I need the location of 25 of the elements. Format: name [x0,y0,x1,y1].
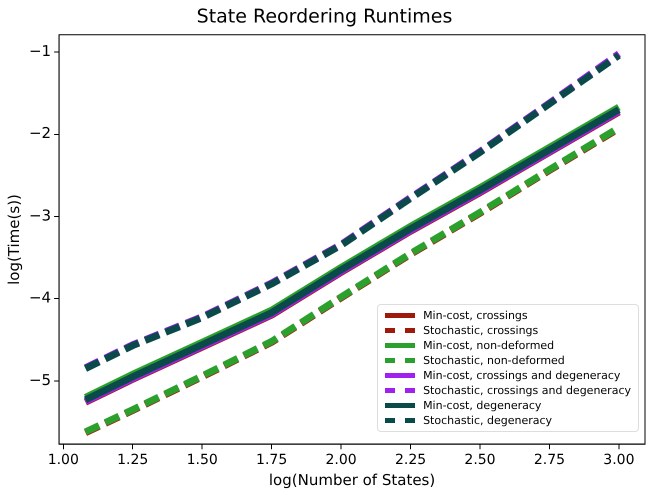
legend-label: Min-cost, non-deformed [423,339,554,352]
x-axis-title: log(Number of States) [268,470,436,489]
x-tick-label: 2.25 [394,452,426,468]
x-tick-label: 3.00 [603,452,634,468]
legend-label: Stochastic, crossings [423,324,538,337]
y-axis-title: log(Time(s)) [4,194,23,285]
x-tick-label: 2.75 [534,452,566,468]
x-tick-label: 2.50 [464,452,496,468]
y-tick-label: −3 [28,206,52,224]
y-tick-label: −2 [28,124,52,142]
legend-label: Stochastic, crossings and degeneracy [423,384,631,397]
x-tick-label: 1.75 [256,452,288,468]
x-tick-label: 1.00 [48,452,79,468]
legend-label: Min-cost, degeneracy [423,399,542,412]
y-tick-label: −1 [28,42,52,60]
y-tick-label: −5 [28,370,52,389]
legend-label: Min-cost, crossings [423,309,528,322]
legend-label: Min-cost, crossings and degeneracy [423,369,620,382]
x-tick-label: 2.00 [325,452,357,468]
y-tick-label: −4 [28,288,52,307]
legend-label: Stochastic, non-deformed [423,354,565,367]
x-tick-label: 1.25 [117,452,148,468]
legend-label: Stochastic, degeneracy [423,414,552,427]
x-tick-label: 1.50 [186,452,218,468]
chart-title: State Reordering Runtimes [196,5,452,28]
